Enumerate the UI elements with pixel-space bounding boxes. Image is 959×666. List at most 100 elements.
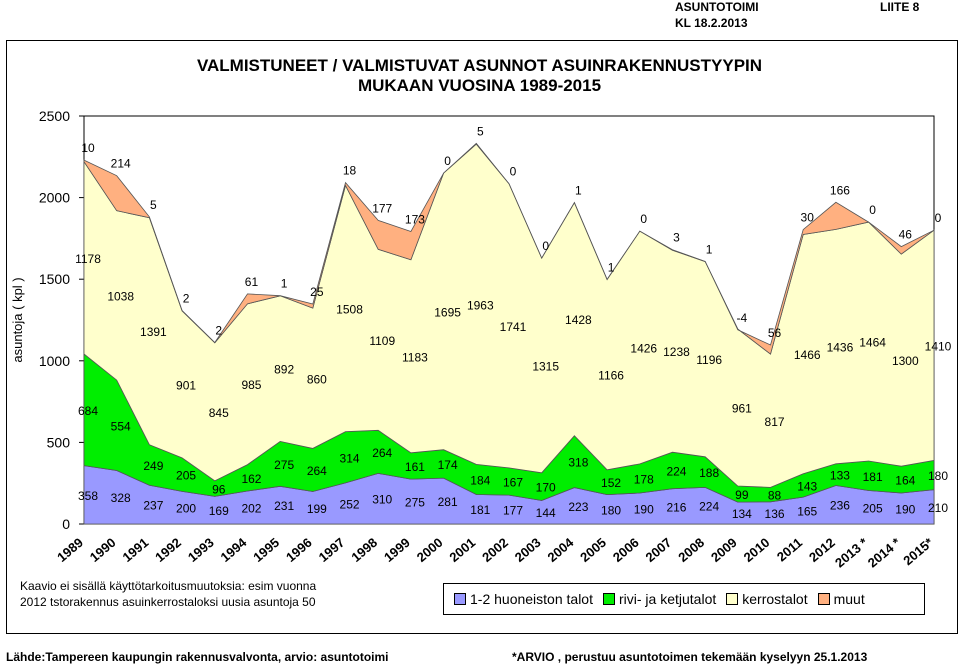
data-label: 180 [928,469,948,483]
data-label: 181 [863,470,883,484]
data-label: 224 [699,500,719,514]
data-label: 199 [307,502,327,516]
x-tick-label: 2013 * [832,534,871,570]
data-label: 1 [706,242,713,256]
legend-item-other: muut [817,591,865,607]
data-label: 1 [608,260,615,274]
data-label: 134 [732,507,752,521]
legend-label-apartment: kerrostalot [742,591,808,607]
y-tick-label: 1500 [39,271,70,287]
data-label: 252 [340,497,360,511]
chart-frame [6,40,958,634]
data-label: 56 [768,326,782,340]
data-label: 1038 [107,289,134,303]
data-label: 25 [310,285,324,299]
data-label: 200 [176,502,196,516]
x-tick-label: 2004 [545,534,577,565]
data-label: 892 [274,363,294,377]
legend-item-detached: 1-2 huoneiston talot [454,591,593,607]
x-tick-label: 1995 [250,535,282,565]
header-org: ASUNTOTOIMI [675,0,759,14]
data-label: 249 [143,459,163,473]
data-label: 275 [405,496,425,510]
data-label: 184 [470,473,490,487]
data-label: 1391 [140,325,167,339]
note-line-2: 2012 tstorakennus asuinkerrostaloksi uus… [20,595,316,609]
data-label: 5 [477,124,484,138]
x-tick-label: 2011 [774,535,805,565]
x-tick-label: 1998 [348,535,380,565]
data-label: 223 [568,500,588,514]
data-label: 901 [176,378,196,392]
data-label: 133 [830,469,850,483]
header-appendix: LIITE 8 [880,0,920,14]
data-label: 0 [640,212,647,226]
data-label: 1508 [336,303,363,317]
data-label: 1238 [663,345,690,359]
data-label: 0 [869,203,876,217]
data-label: 1315 [532,359,559,373]
chart-legend: 1-2 huoneiston talot rivi- ja ketjutalot… [443,583,925,615]
note-line-1: Kaavio ei sisällä käyttötarkoitusmuutoks… [20,579,317,593]
data-label: 216 [666,500,686,514]
legend-swatch-row [602,593,615,605]
legend-label-other: muut [833,591,865,607]
x-tick-label: 2006 [610,535,642,565]
data-label: 985 [241,378,261,392]
data-label: 190 [895,502,915,516]
data-label: 3 [673,231,680,245]
data-label: 1436 [827,341,854,355]
x-tick-label: 2001 [446,535,478,565]
x-tick-label: 1993 [185,535,217,565]
data-label: 1428 [565,313,592,327]
legend-item-row: rivi- ja ketjutalot [602,591,716,607]
x-tick-label: 2015* [900,534,936,568]
footer-estimate: *ARVIO , perustuu asuntotoimen tekemään … [512,650,868,664]
x-tick-label: 2000 [414,535,446,565]
data-label: 554 [111,419,131,433]
data-label: 202 [241,502,261,516]
y-tick-label: 0 [62,516,70,532]
data-label: 236 [830,499,850,513]
x-tick-label: 1991 [120,535,152,565]
data-label: 205 [863,501,883,515]
data-label: 169 [209,504,229,518]
y-tick-label: 1000 [39,353,70,369]
data-label: 275 [274,458,294,472]
y-axis-label: asuntoja ( kpl ) [10,277,25,362]
chart-title-line1: VALMISTUNEET / VALMISTUVAT ASUNNOT ASUIN… [196,56,763,75]
data-label: 46 [899,228,913,242]
legend-swatch-apartment [726,593,739,605]
data-label: 214 [111,157,131,171]
data-label: 224 [666,464,686,478]
area-other [83,142,935,355]
legend-item-apartment: kerrostalot [726,591,808,607]
data-label: 167 [503,475,523,489]
data-label: 5 [150,198,157,212]
data-label: 177 [503,504,523,518]
data-label: 1464 [859,336,886,350]
data-label: 1426 [630,342,657,356]
data-label: 61 [245,275,259,289]
data-label: 1741 [500,320,527,334]
data-label: 10 [81,141,95,155]
x-tick-label: 1999 [381,535,413,565]
data-label: 860 [307,372,327,386]
x-tick-label: 1992 [152,535,184,565]
data-label: 170 [536,481,556,495]
data-label: 181 [470,503,490,517]
x-tick-label: 2007 [643,535,675,565]
data-label: 30 [801,211,815,225]
x-tick-label: 2008 [675,535,707,565]
data-label: 166 [830,183,850,197]
data-label: 1183 [402,350,428,364]
data-label: 1466 [794,348,821,362]
x-tick-label: 1994 [218,534,250,565]
legend-swatch-other [817,593,830,605]
data-label: 845 [209,406,229,420]
data-label: 144 [536,506,556,520]
data-label: 165 [797,505,817,519]
y-tick-label: 2500 [39,108,70,124]
x-tick-label: 1996 [283,535,315,565]
